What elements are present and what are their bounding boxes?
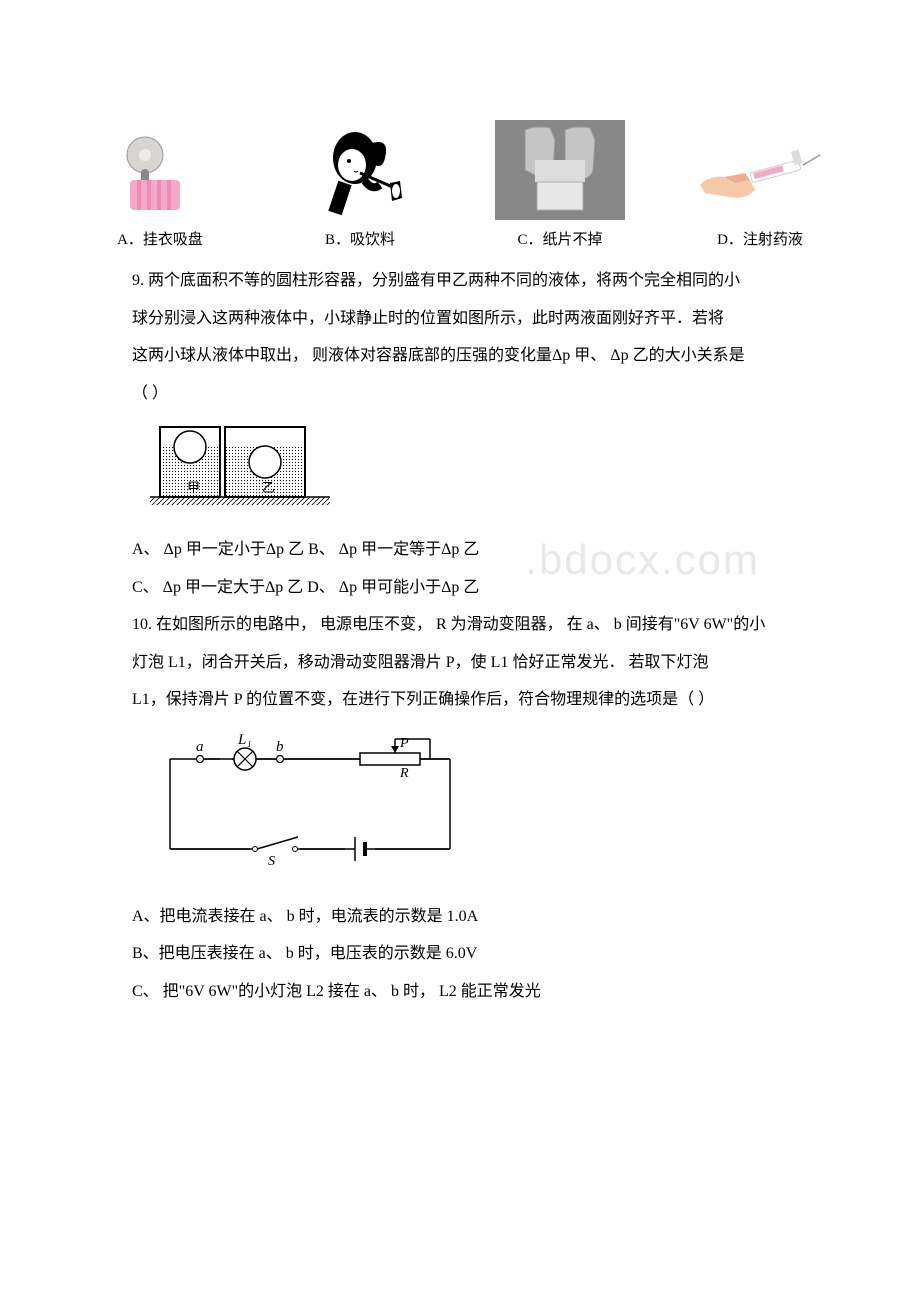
option-c-col: C．纸片不掉 xyxy=(490,120,630,252)
option-c-image xyxy=(490,120,630,220)
q10-L1-label: L₁ xyxy=(237,732,252,748)
q9-line4: （ ） xyxy=(0,375,920,413)
q9-diagram: 甲 乙 xyxy=(0,412,920,531)
q10-b-label: b xyxy=(276,739,284,755)
option-b-col: B．吸饮料 xyxy=(290,120,430,252)
option-a-image xyxy=(90,120,230,220)
q10-text2: 灯泡 L1，闭合开关后，移动滑动变阻器滑片 P，使 L1 恰好正常发光． 若取下… xyxy=(132,654,708,671)
q9-text4: （ ） xyxy=(132,385,168,402)
q10-line3: L1，保持滑片 P 的位置不变，在进行下列正确操作后，符合物理规律的选项是（ ） xyxy=(0,681,920,719)
q10-optB-text: B、把电压表接在 a、 b 时，电压表的示数是 6.0V xyxy=(132,945,477,962)
q10-line1: 10. 在如图所示的电路中， 电源电压不变， R 为滑动变阻器， 在 a、 b … xyxy=(0,606,920,644)
option-d-image xyxy=(690,120,830,220)
q10-diagram: a L₁ b P R xyxy=(0,719,920,898)
q9-optAB-text: A、 Δp 甲一定小于Δp 乙 B、 Δp 甲一定等于Δp 乙 xyxy=(132,541,479,558)
q10-optA-text: A、把电流表接在 a、 b 时，电流表的示数是 1.0A xyxy=(132,908,478,925)
options-image-row: A．挂衣吸盘 B．吸饮料 xyxy=(0,20,920,262)
q10-option-a: A、把电流表接在 a、 b 时，电流表的示数是 1.0A xyxy=(0,898,920,936)
option-a-label: A．挂衣吸盘 xyxy=(117,228,203,252)
q9-jia-label: 甲 xyxy=(187,480,200,495)
q10-optC-text: C、 把"6V 6W"的小灯泡 L2 接在 a、 b 时， L2 能正常发光 xyxy=(132,983,541,1000)
option-c-label: C．纸片不掉 xyxy=(517,228,602,252)
q9-line3: 这两小球从液体中取出， 则液体对容器底部的压强的变化量Δp 甲、 Δp 乙的大小… xyxy=(0,337,920,375)
q9-yi-label: 乙 xyxy=(262,480,275,495)
q9-options-ab: .bdocx.com A、 Δp 甲一定小于Δp 乙 B、 Δp 甲一定等于Δp… xyxy=(0,531,920,569)
q9-text1: 9. 两个底面积不等的圆柱形容器，分别盛有甲乙两种不同的液体，将两个完全相同的小 xyxy=(132,272,740,289)
q10-S-label: S xyxy=(268,854,275,869)
option-b-image xyxy=(290,120,430,220)
q10-a-label: a xyxy=(196,739,204,755)
q9-optCD-text: C、 Δp 甲一定大于Δp 乙 D、 Δp 甲可能小于Δp 乙 xyxy=(132,579,479,596)
q10-line2: 灯泡 L1，闭合开关后，移动滑动变阻器滑片 P，使 L1 恰好正常发光． 若取下… xyxy=(0,644,920,682)
q9-line1: 9. 两个底面积不等的圆柱形容器，分别盛有甲乙两种不同的液体，将两个完全相同的小 xyxy=(0,262,920,300)
option-d-col: D．注射药液 xyxy=(690,120,830,252)
option-d-label: D．注射药液 xyxy=(717,228,803,252)
q10-option-c: C、 把"6V 6W"的小灯泡 L2 接在 a、 b 时， L2 能正常发光 xyxy=(0,973,920,1011)
q9-text3: 这两小球从液体中取出， 则液体对容器底部的压强的变化量Δp 甲、 Δp 乙的大小… xyxy=(132,347,745,364)
q9-text2: 球分别浸入这两种液体中，小球静止时的位置如图所示，此时两液面刚好齐平．若将 xyxy=(132,310,724,327)
q10-text1: 10. 在如图所示的电路中， 电源电压不变， R 为滑动变阻器， 在 a、 b … xyxy=(132,616,765,633)
q10-option-b: B、把电压表接在 a、 b 时，电压表的示数是 6.0V xyxy=(0,935,920,973)
option-a-col: A．挂衣吸盘 xyxy=(90,120,230,252)
q10-R-label: R xyxy=(399,766,409,781)
q10-text3: L1，保持滑片 P 的位置不变，在进行下列正确操作后，符合物理规律的选项是（ ） xyxy=(132,691,714,708)
q10-P-label: P xyxy=(399,736,409,751)
q9-options-cd: C、 Δp 甲一定大于Δp 乙 D、 Δp 甲可能小于Δp 乙 xyxy=(0,569,920,607)
q9-line2: 球分别浸入这两种液体中，小球静止时的位置如图所示，此时两液面刚好齐平．若将 xyxy=(0,300,920,338)
option-b-label: B．吸饮料 xyxy=(325,228,395,252)
